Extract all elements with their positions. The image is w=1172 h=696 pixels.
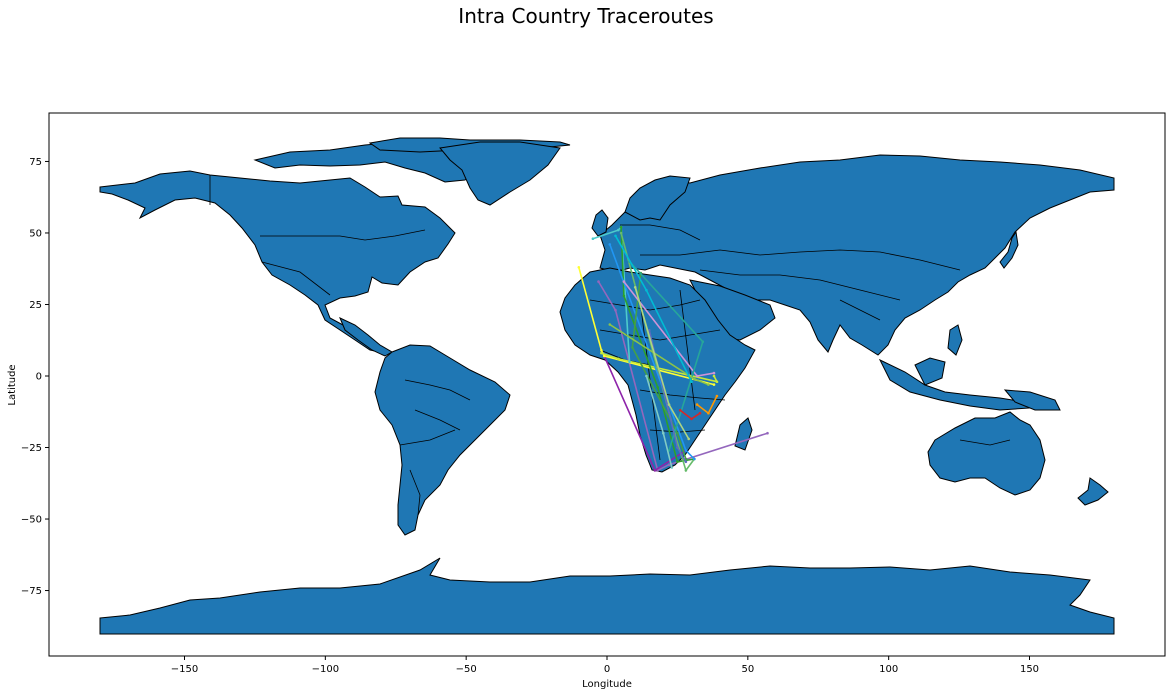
traceroute-hop	[614, 234, 617, 238]
south-america-landmass	[374, 344, 511, 536]
traceroute-hop	[667, 403, 671, 406]
traceroute-hop	[684, 469, 688, 472]
traceroute-hop	[690, 380, 693, 384]
traceroute-hop	[622, 294, 626, 298]
traceroute-hop	[712, 374, 716, 378]
traceroute-hop	[695, 403, 699, 406]
traceroute-hop	[600, 349, 603, 352]
traceroute-lines	[577, 225, 769, 473]
y-tick-label: 50	[29, 228, 42, 239]
traceroute-hop	[684, 460, 688, 464]
japan-landmass	[999, 230, 1019, 269]
traceroute-hop	[653, 469, 657, 472]
x-tick-label: 50	[741, 664, 754, 675]
country-borders	[209, 175, 1011, 516]
traceroute-hop	[707, 411, 710, 415]
traceroute-path	[631, 272, 687, 460]
traceroute-hop	[631, 346, 634, 349]
traceroute-hop	[662, 431, 665, 435]
y-tick-label: −75	[21, 586, 42, 597]
traceroute-hop	[622, 280, 626, 283]
traceroute-hop	[619, 225, 623, 229]
philippines-islands	[947, 324, 963, 356]
traceroute-hop	[645, 374, 648, 378]
traceroute-hop	[667, 463, 671, 467]
traceroute-hop	[648, 328, 651, 332]
traceroute-hop	[701, 340, 705, 344]
traceroute-hop	[690, 417, 693, 421]
x-tick-label: −100	[312, 664, 339, 675]
traceroute-hop	[670, 466, 674, 469]
x-tick-label: 0	[604, 664, 610, 675]
traceroute-hop	[712, 371, 716, 375]
madagascar-landmass	[734, 417, 753, 451]
y-tick-label: 75	[29, 157, 42, 168]
traceroute-hop	[693, 377, 696, 381]
traceroute-hop	[600, 351, 603, 355]
traceroute-hop	[676, 431, 679, 435]
new-zealand-landmass	[1077, 477, 1109, 506]
borneo-island	[914, 357, 946, 386]
scandinavia-landmass	[624, 175, 691, 221]
traceroute-hop	[656, 386, 659, 389]
traceroute-hop	[698, 411, 702, 415]
traceroute-hop	[715, 380, 719, 384]
traceroute-hop	[645, 288, 648, 292]
traceroute-hop	[695, 374, 699, 378]
traceroute-path	[592, 225, 631, 362]
traceroute-hop	[608, 323, 612, 326]
land-layer	[99, 137, 1115, 635]
greenland-landmass	[439, 141, 561, 206]
traceroute-hop	[676, 460, 679, 464]
x-axis-label: Longitude	[582, 679, 632, 690]
x-tick-label: −150	[171, 664, 198, 675]
x-tick-label: 100	[879, 664, 898, 675]
traceroute-hop	[687, 437, 690, 441]
traceroute-hop	[712, 383, 716, 386]
traceroute-hop	[617, 357, 620, 361]
antarctica-landmass	[99, 557, 1115, 635]
traceroute-hop	[766, 431, 769, 435]
x-tick-label: −50	[456, 664, 477, 675]
traceroute-hop	[676, 446, 679, 449]
y-axis-label: Latitude	[7, 364, 18, 405]
traceroute-hop	[628, 360, 631, 364]
y-axis: 75 50 25 0 −25 −50 −75	[21, 157, 49, 597]
traceroute-hop	[614, 308, 617, 312]
y-tick-label: 0	[36, 372, 42, 383]
traceroute-hop	[617, 228, 620, 232]
central-america-landmass	[339, 317, 393, 357]
x-tick-label: 150	[1020, 664, 1039, 675]
traceroute-hop	[715, 394, 719, 398]
x-axis: −150 −100 −50 0 50 100 150	[171, 656, 1039, 675]
traceroute-hop	[602, 354, 606, 358]
traceroute-hop	[577, 266, 581, 269]
traceroute-hop	[707, 383, 710, 386]
traceroute-hop	[678, 409, 682, 412]
chart-title: Intra Country Traceroutes	[458, 4, 714, 28]
traceroute-hop	[597, 280, 600, 283]
traceroute-hop	[684, 449, 688, 452]
traceroute-hop	[608, 243, 612, 246]
traceroute-hop	[619, 231, 623, 235]
traceroute-hop	[633, 286, 637, 289]
indonesia-islands	[878, 358, 1032, 411]
new-guinea-island	[1003, 389, 1061, 411]
traceroute-hop	[693, 457, 696, 461]
y-tick-label: −50	[21, 515, 42, 526]
uk-landmass	[591, 209, 609, 237]
traceroute-hop	[591, 237, 595, 240]
y-tick-label: −25	[21, 443, 42, 454]
traceroute-path	[601, 352, 719, 383]
north-america-landmass	[99, 170, 456, 353]
australia-landmass	[927, 411, 1046, 496]
y-tick-label: 25	[29, 300, 42, 311]
